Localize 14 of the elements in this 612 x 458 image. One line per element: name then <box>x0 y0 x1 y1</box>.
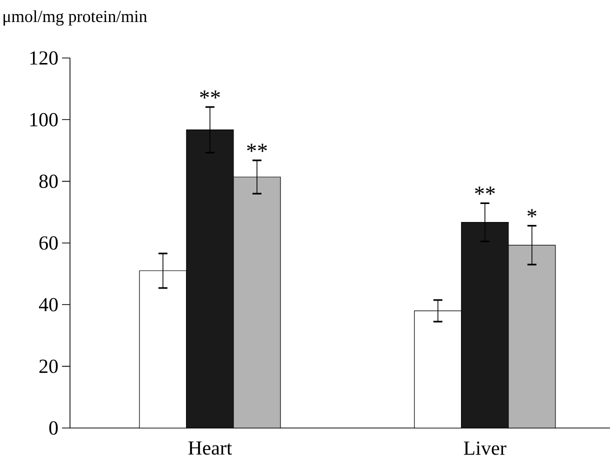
y-axis-title: μmol/mg protein/min <box>4 10 148 26</box>
x-tick-label: Liver <box>464 441 506 455</box>
y-tick-label: 60 <box>39 236 58 250</box>
y-tick-label: 80 <box>39 174 58 188</box>
y-tick-label: 0 <box>49 421 58 435</box>
y-tick-label: 120 <box>30 51 58 65</box>
annotation: * <box>528 209 536 218</box>
y-tick-label: 20 <box>39 359 58 373</box>
annotation: ** <box>247 144 267 152</box>
annotation: ** <box>475 186 495 195</box>
y-tick-label: 40 <box>38 298 58 312</box>
y-tick-label: 100 <box>30 112 58 126</box>
annotation: ** <box>200 90 220 98</box>
x-tick-label: Heart <box>188 441 232 455</box>
